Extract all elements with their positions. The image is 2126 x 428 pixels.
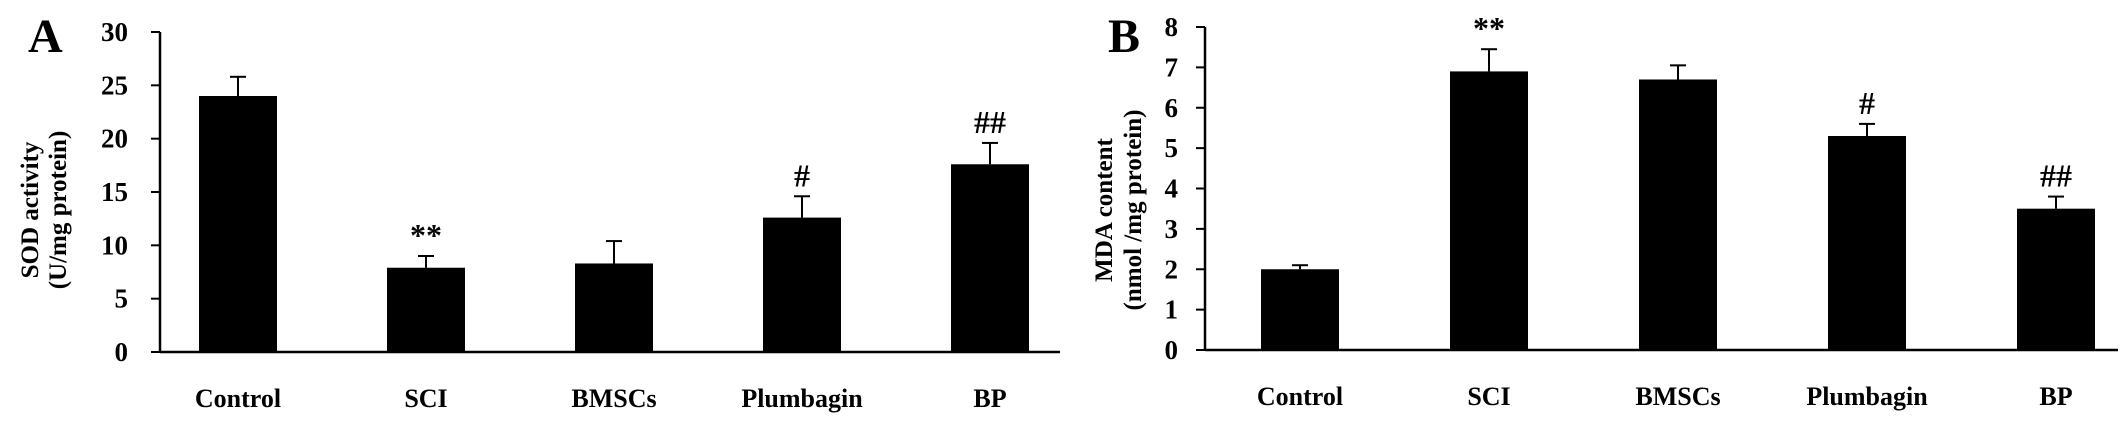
y-tick-label: 2 <box>1165 254 1179 284</box>
significance-label: ## <box>974 104 1006 140</box>
y-tick-label: 3 <box>1165 214 1179 244</box>
x-category-label: SCI <box>404 384 447 413</box>
x-category-label: Control <box>1257 382 1343 411</box>
y-tick-label: 15 <box>101 177 128 207</box>
y-tick-label: 25 <box>101 70 128 100</box>
bar-bp <box>2017 208 2095 350</box>
x-category-label: Plumbagin <box>1806 382 1928 411</box>
panel-a-letter: A <box>28 10 63 63</box>
panel-b-letter: B <box>1108 10 1140 63</box>
y-tick-label: 20 <box>101 124 128 154</box>
x-category-label: BP <box>2039 382 2072 411</box>
y-tick-label: 1 <box>1165 295 1179 325</box>
panel-a: A SOD activity (U/mg protein) 0 5 10 15 20 25… <box>17 10 1060 413</box>
x-category-label: BP <box>973 384 1006 413</box>
bar-sci <box>1450 71 1528 350</box>
y-tick-label: 8 <box>1165 12 1179 42</box>
y-tick-label: 7 <box>1165 52 1179 82</box>
bar-bmscs <box>1639 79 1717 351</box>
significance-label: # <box>794 157 810 193</box>
panel-a-plot: 0 5 10 15 20 25 30 Control ** SCI BMSCs # Plumbagin #… <box>101 17 1060 413</box>
y-tick-label: 6 <box>1165 93 1179 123</box>
panel-b-ylabel-line1: MDA content <box>1091 137 1118 281</box>
x-category-label: BMSCs <box>1635 382 1720 411</box>
bar-plumbagin <box>763 217 841 352</box>
panel-a-ylabel-line2: (U/mg protein) <box>45 131 72 290</box>
y-tick-label: 10 <box>101 230 128 260</box>
bar-bp <box>951 164 1029 352</box>
significance-label: # <box>1859 85 1875 121</box>
x-category-label: Control <box>195 384 281 413</box>
panel-b-plot: 0 1 2 3 4 5 6 7 8 Control ** SCI BMSCs # Plumbagin ## BP <box>1165 10 2118 411</box>
bar-control <box>1261 269 1339 350</box>
bar-sci <box>387 267 465 352</box>
y-tick-label: 4 <box>1165 174 1179 204</box>
bar-plumbagin <box>1828 136 1906 350</box>
panel-a-ylabel-line1: SOD activity <box>17 141 44 278</box>
significance-label: ** <box>1473 10 1505 46</box>
bar-control <box>199 96 277 352</box>
bar-bmscs <box>575 263 653 352</box>
y-tick-label: 5 <box>1165 133 1179 163</box>
x-category-label: SCI <box>1467 382 1510 411</box>
x-category-label: Plumbagin <box>741 384 863 413</box>
x-category-label: BMSCs <box>571 384 656 413</box>
panel-b: B MDA content (nmol /mg protein) 0 1 2 3 4 5 6… <box>1091 10 2118 411</box>
y-tick-label: 0 <box>115 337 129 367</box>
y-tick-label: 5 <box>115 284 129 314</box>
y-tick-label: 0 <box>1165 335 1179 365</box>
panel-b-ylabel-line2: (nmol /mg protein) <box>1120 110 1147 311</box>
significance-label: ## <box>2040 158 2072 194</box>
y-tick-label: 30 <box>101 17 128 47</box>
significance-label: ** <box>410 217 442 253</box>
